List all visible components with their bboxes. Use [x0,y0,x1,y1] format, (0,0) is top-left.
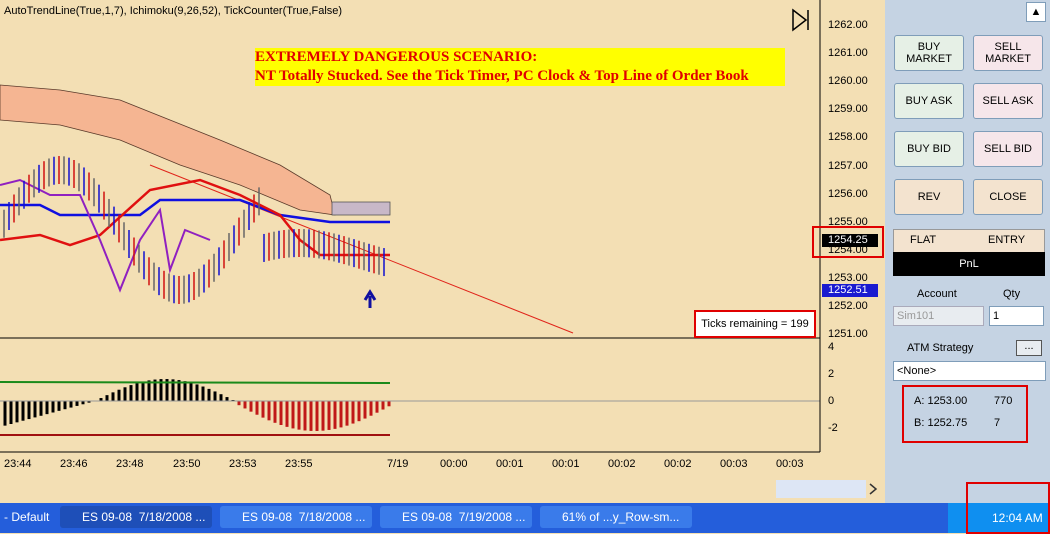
price-tick-label: 1258.00 [828,131,868,144]
price-tick-label: 1252.00 [828,300,868,312]
ask-price: A: 1253.00 [914,395,968,407]
position-row: FLAT ENTRY [893,229,1045,253]
bid-size: 7 [994,417,1001,429]
buy-bid-button[interactable]: BUY BID [894,131,964,167]
qty-input[interactable]: 1 [989,306,1044,326]
taskbar-button[interactable]: ES 09-08 7/18/2008 ... [60,506,212,528]
rev-button[interactable]: REV [894,179,964,215]
time-tick-label: 23:44 [4,458,32,470]
sell-ask-button[interactable]: SELL ASK [973,83,1043,119]
time-tick-label: 23:50 [173,458,201,470]
close-button[interactable]: CLOSE [973,179,1043,215]
price-tick-label: 1259.00 [828,103,868,116]
warning-box: EXTREMELY DANGEROUS SCENARIO: NT Totally… [255,48,785,86]
price-tick-label: 1251.00 [828,328,868,341]
taskbar-button[interactable]: 61% of ...y_Row-sm... [540,506,692,528]
oscillator-tick-label: 4 [828,341,835,353]
last-price-marker: 1254.25 [822,234,878,247]
taskbar-button[interactable]: ES 09-08 7/18/2008 ... [220,506,372,528]
time-tick-label: 23:53 [229,458,257,470]
bid-price-marker: 1252.51 [822,284,878,297]
atm-select[interactable]: <None> [893,361,1046,381]
time-tick-label: 00:01 [496,458,524,470]
price-tick-label: 1253.00 [828,271,868,284]
atm-label: ATM Strategy [907,342,974,354]
collapse-button[interactable]: ▲ [1026,2,1046,22]
highlight [812,226,884,258]
price-tick-label: 1262.00 [828,19,868,31]
clock: 12:04 AM [992,511,1043,525]
time-tick-label: 23:55 [285,458,313,470]
tick-counter: Ticks remaining = 199 [694,310,816,338]
price-tick-label: 1257.00 [828,159,868,172]
time-tick-label: 00:00 [440,458,468,470]
oscillator-tick-label: -2 [828,422,838,434]
time-tick-label: 23:46 [60,458,88,470]
order-book: A: 1253.00 770 B: 1252.75 7 [902,385,1028,443]
account-select[interactable]: Sim101 [893,306,984,326]
tray [948,503,1050,533]
warning-line: EXTREMELY DANGEROUS SCENARIO: [255,49,538,65]
sell-bid-button[interactable]: SELL BID [973,131,1043,167]
time-tick-label: 00:02 [664,458,692,470]
oscillator-tick-label: 0 [828,395,835,407]
price-tick-label: 1255.00 [828,215,868,228]
position-status: FLAT [910,234,937,246]
time-tick-label: 7/19 [387,458,409,470]
entry-label: ENTRY [988,234,1026,246]
time-tick-label: 00:03 [720,458,748,470]
order-panel: ▲ BUY MARKET SELL MARKET BUY ASK SELL AS… [885,0,1050,503]
buy-market-button[interactable]: BUY MARKET [894,35,964,71]
time-tick-label: 00:01 [552,458,580,470]
ask-size: 770 [994,395,1013,407]
warning-line: NT Totally Stucked. See the Tick Timer, … [255,68,749,84]
price-tick-label: 1260.00 [828,75,868,88]
time-tick-label: 00:02 [608,458,636,470]
time-tick-label: 23:48 [116,458,144,470]
sell-market-button[interactable]: SELL MARKET [973,35,1043,71]
qty-label: Qty [1003,288,1021,300]
highlight [966,482,1050,534]
price-tick-label: 1261.00 [828,47,868,60]
time-tick-label: 00:03 [776,458,804,470]
oscillator-tick-label: 2 [828,368,835,380]
bid-price: B: 1252.75 [914,417,968,429]
taskbar-button[interactable]: ES 09-08 7/19/2008 ... [380,506,532,528]
indicator-header: AutoTrendLine(True,1,7), Ichimoku(9,26,5… [4,5,343,17]
price-tick-label: 1256.00 [828,187,868,200]
buy-ask-button[interactable]: BUY ASK [894,83,964,119]
account-label: Account [917,288,957,300]
atm-button[interactable]: ... [1016,340,1042,356]
pnl: PnL [893,252,1045,276]
taskbar-button[interactable]: - Default [4,510,50,524]
